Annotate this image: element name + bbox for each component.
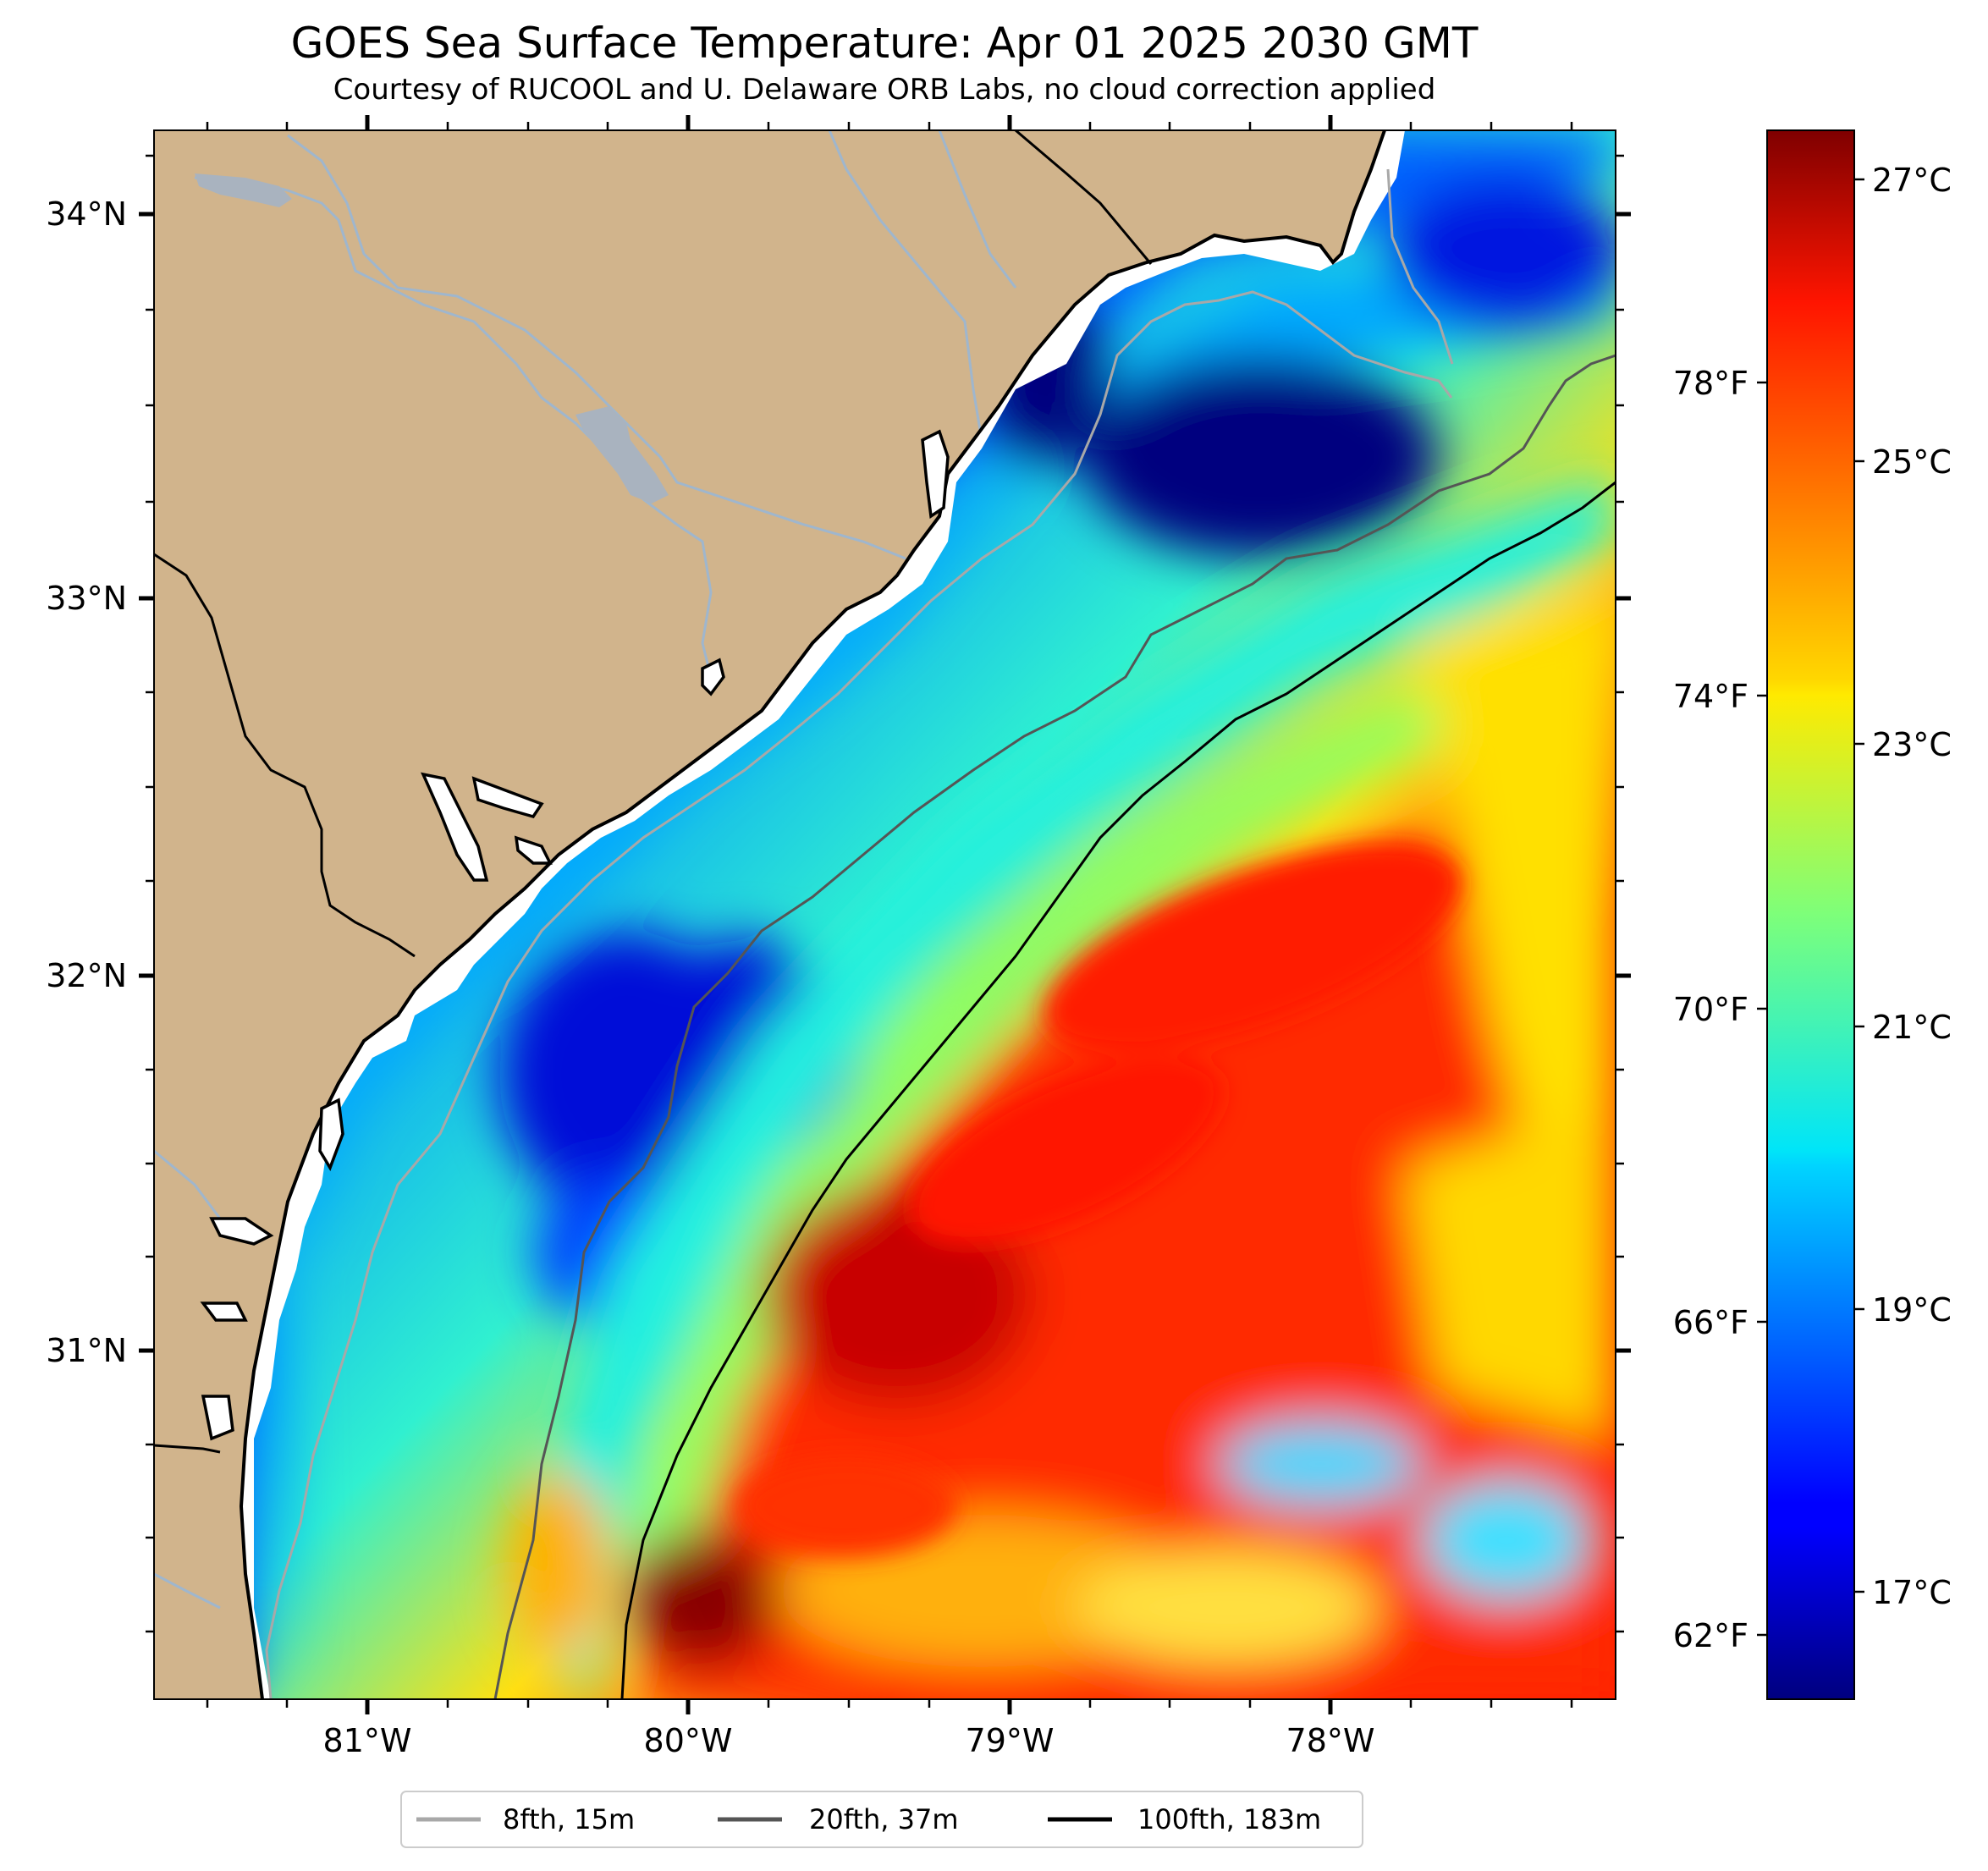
lat-label: 33°N [46,580,127,617]
colorbar-c-label: 23°C [1872,726,1952,763]
lat-label: 34°N [46,195,127,233]
lat-ticks-major [139,212,1631,1353]
map-frame [153,129,1616,1700]
legend: 8fth, 15m 20fth, 37m 100fth, 183m [400,1791,1363,1848]
land [154,130,1385,1699]
colorbar-c-label: 19°C [1872,1291,1952,1329]
colorbar-f-label: 70°F [1673,991,1748,1028]
lon-ticks-minor [206,122,1573,1708]
colorbar-c-label: 17°C [1872,1574,1952,1611]
colorbar: 78°F 74°F 70°F 66°F 62°F 27°C 25°C 23°C … [1673,129,1952,1700]
lon-label: 79°W [966,1722,1055,1759]
lat-label: 32°N [46,957,127,994]
estuaries [200,429,950,1441]
lat-label: 31°N [46,1332,127,1369]
colorbar-f-label: 74°F [1673,678,1748,715]
lon-label: 80°W [644,1722,733,1759]
sst-warm-core [736,844,1462,1557]
colorbar-c-label: 25°C [1872,443,1952,481]
chart-title: GOES Sea Surface Temperature: Apr 01 202… [291,19,1479,68]
lon-ticks-major [365,115,1333,1714]
legend-label-100fth: 100fth, 183m [1137,1803,1321,1835]
isobath-8fth [265,168,1454,1699]
legend-box [400,1791,1363,1848]
lakes [195,173,669,504]
rivers [154,130,1017,1610]
chart-subtitle: Courtesy of RUCOOL and U. Delaware ORB L… [333,73,1436,107]
colorbar-c-label: 21°C [1872,1009,1952,1046]
colorbar-f-label: 62°F [1673,1617,1748,1654]
legend-label-8fth: 8fth, 15m [503,1803,635,1835]
isobath-20fth [493,354,1616,1699]
colorbar-f-label: 78°F [1673,365,1748,402]
legend-label-20fth: 20fth, 37m [809,1803,958,1835]
colorbar-f-label: 66°F [1673,1304,1748,1341]
colorbar-c-label: 27°C [1872,162,1952,199]
state-borders [154,130,1153,1454]
colorbar-gradient [1766,129,1855,1700]
map-panel [154,130,1616,1699]
lon-label: 81°W [323,1722,412,1759]
lon-label: 78°W [1286,1722,1375,1759]
isobath-100fth [620,481,1616,1699]
coastline [239,130,1386,1699]
lat-ticks-minor [146,154,1624,1633]
